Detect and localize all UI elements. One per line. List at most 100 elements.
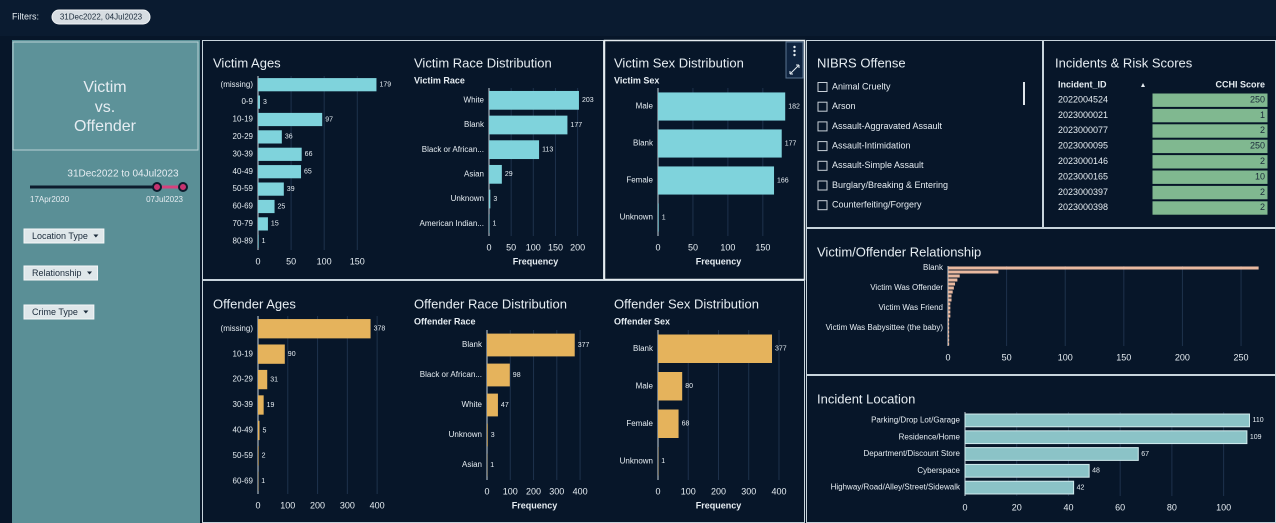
x-tick-label: 50: [506, 242, 516, 252]
bar: [258, 78, 377, 92]
bar: [948, 302, 951, 306]
bar: [948, 306, 951, 310]
value-label: 378: [374, 326, 386, 333]
checkbox[interactable]: [817, 200, 828, 211]
score-cell: [1151, 123, 1269, 139]
category-label: Blank: [923, 263, 944, 272]
chart-title: Victim Race Distribution: [414, 55, 552, 70]
checkbox[interactable]: [817, 180, 828, 191]
category-label: 20-29: [233, 375, 254, 384]
incident-id: 2023000077: [1058, 125, 1108, 135]
category-label: 50-59: [233, 451, 254, 460]
category-label: Black or African...: [422, 145, 484, 154]
value-label: 68: [682, 421, 690, 428]
x-tick-label: 0: [255, 256, 260, 266]
nibrs-item[interactable]: Animal Cruelty: [832, 81, 891, 91]
x-tick-label: 150: [755, 242, 770, 252]
checkbox[interactable]: [817, 121, 828, 132]
filter-chip-text[interactable]: 31Dec2022, 04Jul2023: [60, 13, 143, 22]
sort-icon[interactable]: [1141, 83, 1145, 87]
panel: [202, 40, 604, 280]
checkbox[interactable]: [817, 141, 828, 152]
bar: [964, 413, 1250, 428]
date-range: 31Dec2022 to 04Jul2023: [67, 169, 179, 180]
dropdown[interactable]: [23, 265, 99, 281]
value-label: 113: [542, 147, 553, 154]
table-header[interactable]: Incident_ID: [1058, 79, 1107, 89]
nibrs-item[interactable]: Arson: [832, 101, 856, 111]
nibrs-title: NIBRS Offense: [817, 55, 906, 70]
bar: [658, 334, 773, 363]
x-tick-label: 150: [548, 242, 563, 252]
filter-chip[interactable]: [51, 9, 151, 25]
checkbox[interactable]: [817, 101, 828, 112]
value-label: 80: [685, 383, 693, 390]
x-tick-label: 300: [549, 486, 564, 496]
x-tick-label: 100: [317, 256, 332, 266]
x-tick-label: 0: [255, 500, 260, 510]
dropdown-label[interactable]: Crime Type: [32, 307, 78, 317]
category-label: 10-19: [233, 115, 254, 124]
panel: [806, 40, 1043, 228]
bar: [948, 310, 951, 314]
nibrs-item[interactable]: Assault-Aggravated Assault: [832, 121, 943, 131]
value-label: 98: [513, 372, 521, 379]
x-tick-label: 100: [1216, 502, 1231, 512]
dropdown-label[interactable]: Location Type: [32, 231, 88, 241]
value-label: 1: [262, 238, 266, 245]
checkbox[interactable]: [817, 160, 828, 171]
category-label: White: [462, 400, 483, 409]
x-tick-label: 150: [350, 256, 365, 266]
value-label: 182: [788, 103, 800, 110]
incident-id: 2022004524: [1058, 94, 1108, 104]
bar: [964, 463, 1090, 478]
bar: [948, 298, 952, 302]
bar: [258, 319, 371, 339]
category-label: Male: [636, 102, 654, 111]
bar: [948, 326, 950, 330]
dropdown[interactable]: [23, 304, 95, 320]
value-label: 65: [304, 169, 312, 176]
category-label: 30-39: [233, 149, 254, 158]
x-tick-label: 100: [503, 486, 518, 496]
bar: [948, 266, 1259, 270]
x-tick-label: 100: [526, 242, 541, 252]
category-label: 60-69: [233, 202, 254, 211]
category-label: 30-39: [233, 400, 254, 409]
x-tick-label: 50: [1002, 352, 1012, 362]
slider-handle[interactable]: [178, 182, 188, 192]
slider-handle[interactable]: [152, 182, 162, 192]
checkbox[interactable]: [817, 82, 828, 92]
bar: [258, 130, 282, 144]
chart-title: Victim/Offender Relationship: [817, 244, 981, 259]
bar: [948, 314, 951, 318]
category-label: Blank: [633, 139, 654, 148]
value-label: 19: [267, 402, 275, 409]
panel-menu[interactable]: [785, 41, 804, 79]
value-label: 5: [262, 427, 266, 434]
expand-icon[interactable]: [789, 64, 800, 75]
nibrs-item[interactable]: Assault-Simple Assault: [832, 160, 924, 170]
table-header[interactable]: CCHI Score: [1215, 79, 1265, 89]
score: 1: [1260, 110, 1265, 120]
incident-id: 2023000165: [1058, 171, 1108, 181]
category-label: Female: [626, 419, 653, 428]
value-label: 31: [270, 376, 278, 383]
x-tick-label: 0: [655, 242, 660, 252]
dropdown-label[interactable]: Relationship: [32, 268, 82, 278]
x-tick-label: 200: [526, 486, 541, 496]
score-cell: [1151, 184, 1269, 201]
value-label: 15: [271, 221, 279, 228]
x-tick-label: 250: [1234, 352, 1249, 362]
chart-title: Offender Ages: [213, 296, 296, 311]
category-label: Blank: [462, 340, 483, 349]
category-label: Blank: [464, 120, 485, 129]
score-cell: [1151, 107, 1269, 124]
bar: [258, 95, 260, 109]
x-tick-label: 0: [486, 242, 491, 252]
nibrs-item[interactable]: Counterfeiting/Forgery: [832, 200, 922, 210]
dropdown[interactable]: [23, 228, 105, 244]
nibrs-item[interactable]: Assault-Intimidation: [832, 140, 911, 150]
nibrs-item[interactable]: Burglary/Breaking & Entering: [832, 180, 948, 190]
category-label: 80-89: [233, 236, 254, 245]
